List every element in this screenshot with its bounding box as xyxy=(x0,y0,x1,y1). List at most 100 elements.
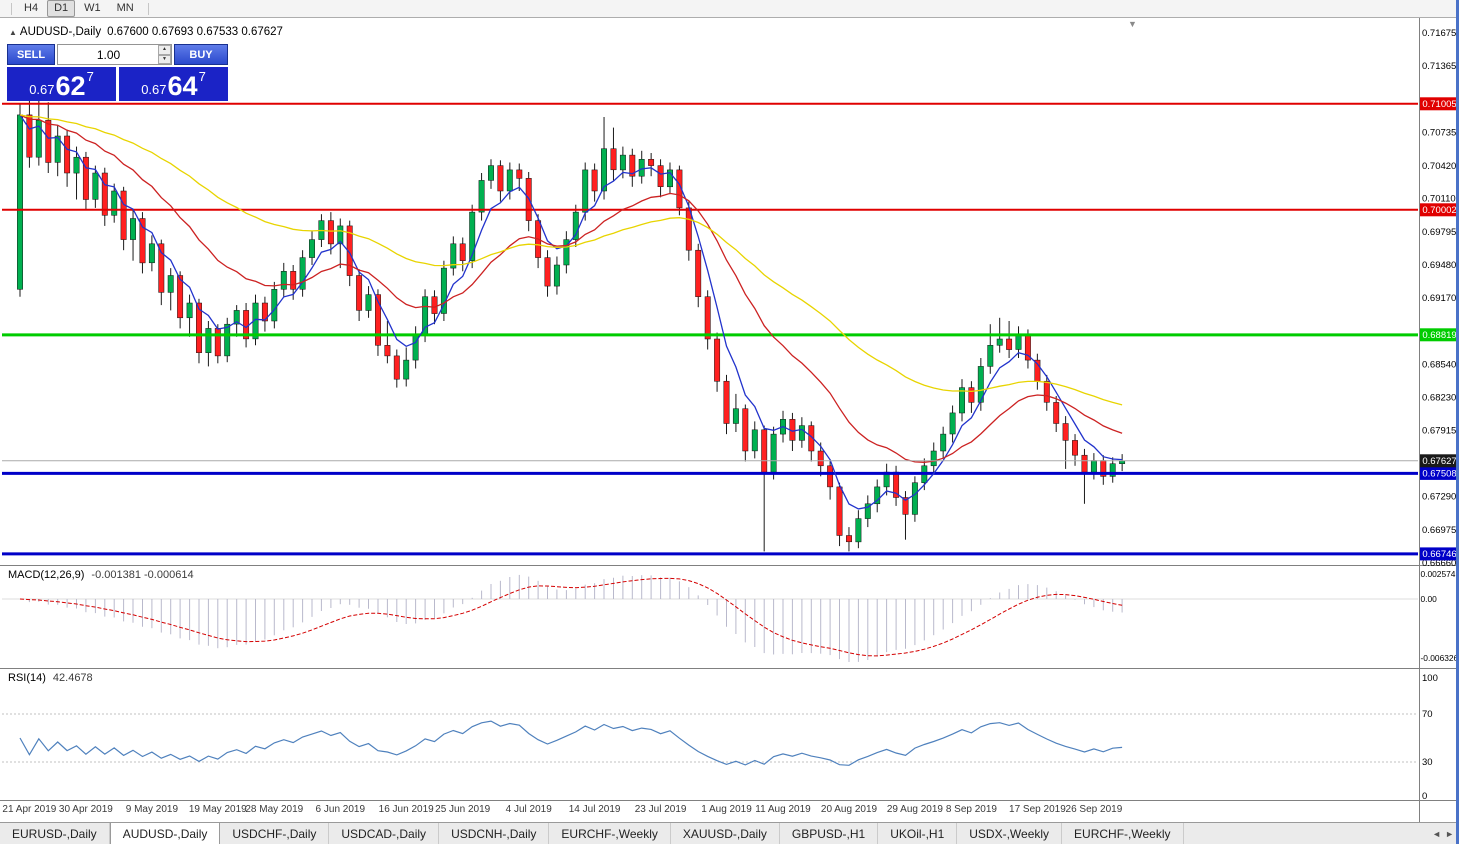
macd-indicator-label: MACD(12,26,9) -0.001381 -0.000614 xyxy=(8,569,194,581)
rsi-axis: 100 70 30 0 xyxy=(1422,673,1438,802)
svg-text:0.68230: 0.68230 xyxy=(1422,392,1456,403)
buy-button[interactable]: BUY xyxy=(174,44,228,65)
buy-price-prefix: 0.67 xyxy=(141,82,167,97)
svg-text:0.70420: 0.70420 xyxy=(1422,161,1456,172)
chart-tab-usdcnh-daily[interactable]: USDCNH-,Daily xyxy=(439,823,550,844)
svg-text:0.67915: 0.67915 xyxy=(1422,426,1456,437)
chart-tab-gbpusd-h1[interactable]: GBPUSD-,H1 xyxy=(779,823,879,844)
svg-text:70: 70 xyxy=(1422,709,1433,720)
rsi-value: 42.4678 xyxy=(52,672,93,684)
tab-scroll-right-icon[interactable]: ► xyxy=(1445,828,1454,839)
svg-text:0.68540: 0.68540 xyxy=(1422,360,1456,371)
tab-scroll-left-icon[interactable]: ◄ xyxy=(1432,828,1442,839)
svg-text:0.66746: 0.66746 xyxy=(1422,549,1456,560)
buy-price-button[interactable]: 0.67 64 7 xyxy=(119,67,228,101)
sell-button[interactable]: SELL xyxy=(7,44,55,65)
timeframe-d1-button[interactable]: D1 xyxy=(47,0,76,17)
svg-text:14 Jul 2019: 14 Jul 2019 xyxy=(569,804,621,815)
price-axis: 0.71675 0.71365 0.70735 0.70420 0.70110 0.697… xyxy=(1422,28,1456,569)
svg-text:25 Jun 2019: 25 Jun 2019 xyxy=(435,804,490,815)
svg-text:100: 100 xyxy=(1422,673,1438,684)
one-click-trading-panel: SELL ▲ ▼ BUY 0.67 62 7 0.67 64 7 xyxy=(7,44,228,101)
svg-text:0.69480: 0.69480 xyxy=(1422,260,1456,271)
volume-input[interactable] xyxy=(58,45,171,64)
volume-up-icon[interactable]: ▲ xyxy=(158,45,171,55)
timeframe-h4-button[interactable]: H4 xyxy=(24,2,39,14)
svg-text:30 Apr 2019: 30 Apr 2019 xyxy=(59,804,113,815)
sell-price-button[interactable]: 0.67 62 7 xyxy=(7,67,116,101)
svg-text:0.70002: 0.70002 xyxy=(1422,205,1456,216)
svg-text:0.67627: 0.67627 xyxy=(1422,456,1456,467)
svg-text:17 Sep 2019: 17 Sep 2019 xyxy=(1009,804,1066,815)
svg-text:0.66660: 0.66660 xyxy=(1422,558,1456,569)
svg-text:1 Aug 2019: 1 Aug 2019 xyxy=(701,804,752,815)
rsi-indicator-label: RSI(14) 42.4678 xyxy=(8,672,93,684)
svg-text:-0.006326: -0.006326 xyxy=(1421,653,1459,663)
sell-price-prefix: 0.67 xyxy=(29,82,55,97)
chart-shift-marker-icon: ▼ xyxy=(1128,19,1137,29)
chart-tab-usdcad-daily[interactable]: USDCAD-,Daily xyxy=(329,823,440,844)
svg-text:30: 30 xyxy=(1422,757,1433,768)
svg-text:9 May 2019: 9 May 2019 xyxy=(126,804,179,815)
svg-text:0.70735: 0.70735 xyxy=(1422,128,1456,139)
macd-name: MACD(12,26,9) xyxy=(8,569,85,581)
buy-price-pipette: 7 xyxy=(198,69,206,84)
svg-text:20 Aug 2019: 20 Aug 2019 xyxy=(821,804,878,815)
sell-price-main: 62 xyxy=(55,71,86,101)
rsi-panel xyxy=(2,713,1418,766)
svg-text:0.69795: 0.69795 xyxy=(1422,227,1456,238)
volume-down-icon[interactable]: ▼ xyxy=(158,54,171,64)
svg-text:0.002574: 0.002574 xyxy=(1421,569,1456,579)
buy-price-main: 64 xyxy=(167,71,198,101)
chart-tab-xauusd-daily[interactable]: XAUUSD-,Daily xyxy=(670,823,780,844)
chart-symbol-icon: ▲ xyxy=(9,28,17,37)
svg-text:0.00: 0.00 xyxy=(1421,594,1438,604)
rsi-name: RSI(14) xyxy=(8,672,46,684)
sell-price-pipette: 7 xyxy=(86,69,94,84)
svg-text:0.67290: 0.67290 xyxy=(1422,492,1456,503)
chart-tab-audusd-daily[interactable]: AUDUSD-,Daily xyxy=(109,823,221,844)
svg-text:29 Aug 2019: 29 Aug 2019 xyxy=(887,804,944,815)
chart-tab-bar: EURUSD-,Daily AUDUSD-,Daily USDCHF-,Daily U… xyxy=(0,822,1459,844)
volume-box: ▲ ▼ xyxy=(57,44,172,65)
svg-text:0.66975: 0.66975 xyxy=(1422,525,1456,536)
svg-text:28 May 2019: 28 May 2019 xyxy=(245,804,303,815)
svg-text:23 Jul 2019: 23 Jul 2019 xyxy=(635,804,687,815)
panel-separators xyxy=(0,18,1459,822)
chart-tab-usdchf-daily[interactable]: USDCHF-,Daily xyxy=(220,823,330,844)
svg-text:8 Sep 2019: 8 Sep 2019 xyxy=(946,804,998,815)
svg-text:0.69170: 0.69170 xyxy=(1422,293,1456,304)
timeframe-w1-button[interactable]: W1 xyxy=(84,2,101,14)
svg-text:21 Apr 2019: 21 Apr 2019 xyxy=(2,804,56,815)
moving-averages-layer xyxy=(19,114,1123,510)
toolbar-divider xyxy=(147,2,149,15)
ohlc-values: 0.67600 0.67693 0.67533 0.67627 xyxy=(107,26,283,38)
timeframe-mn-button[interactable]: MN xyxy=(116,2,134,14)
tab-scroll-arrows: ◄ ► xyxy=(1427,823,1459,844)
svg-text:0.67508: 0.67508 xyxy=(1422,469,1456,480)
volume-spinner: ▲ ▼ xyxy=(158,45,171,64)
svg-text:0.68819: 0.68819 xyxy=(1422,330,1456,341)
price-tags: 0.71005 0.70002 0.68819 0.67508 0.66746 0.676… xyxy=(1420,97,1459,561)
chart-tab-eurusd-daily[interactable]: EURUSD-,Daily xyxy=(0,823,110,844)
chart-tab-usdx-weekly[interactable]: USDX-,Weekly xyxy=(957,823,1063,844)
symbol-label: AUDUSD-,Daily xyxy=(19,26,102,38)
date-axis: 21 Apr 2019 30 Apr 2019 9 May 2019 19 May 2… xyxy=(2,804,1122,815)
svg-text:0.70110: 0.70110 xyxy=(1422,194,1456,205)
svg-text:26 Sep 2019: 26 Sep 2019 xyxy=(1066,804,1123,815)
svg-text:0.71365: 0.71365 xyxy=(1422,61,1456,72)
macd-values: -0.001381 -0.000614 xyxy=(91,569,194,581)
window-right-border xyxy=(1456,0,1459,844)
horizontal-lines-layer xyxy=(2,102,1418,556)
svg-text:6 Jun 2019: 6 Jun 2019 xyxy=(316,804,366,815)
toolbar-divider xyxy=(11,2,12,15)
chart-title: ▲ AUDUSD-,Daily 0.67600 0.67693 0.67533 0.… xyxy=(9,26,283,38)
timeframe-toolbar: H4 D1 W1 MN xyxy=(0,0,1459,18)
svg-text:0: 0 xyxy=(1422,791,1427,802)
macd-panel xyxy=(2,574,1418,662)
chart-tab-eurchf-weekly[interactable]: EURCHF-,Weekly xyxy=(1062,823,1184,844)
chart-tab-eurchf-weekly[interactable]: EURCHF-,Weekly xyxy=(549,823,671,844)
svg-text:11 Aug 2019: 11 Aug 2019 xyxy=(755,804,811,815)
chart-tab-ukoil-h1[interactable]: UKOil-,H1 xyxy=(878,823,958,844)
